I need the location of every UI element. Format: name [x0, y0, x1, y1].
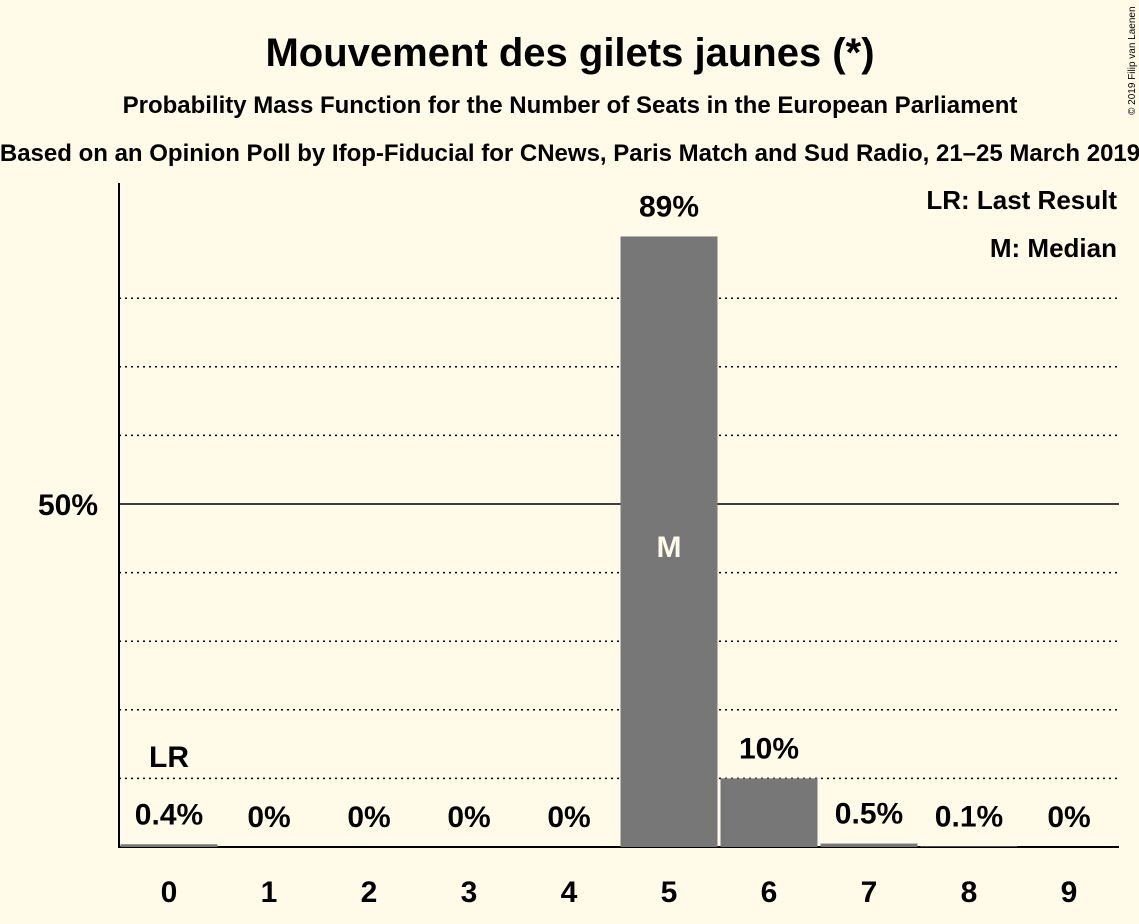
- value-label-6: 10%: [739, 732, 799, 765]
- chart-title: Mouvement des gilets jaunes (*): [265, 31, 874, 75]
- bar-8: [920, 846, 1018, 847]
- value-label-1: 0%: [247, 801, 290, 834]
- value-label-4: 0%: [547, 801, 590, 834]
- legend-last-result: LR: Last Result: [926, 185, 1117, 215]
- value-label-2: 0%: [347, 801, 390, 834]
- bar-0: [120, 844, 218, 847]
- chart-source: Based on an Opinion Poll by Ifop-Fiducia…: [0, 140, 1139, 167]
- median-marker: M: [657, 531, 682, 564]
- x-tick-label-6: 6: [761, 876, 778, 909]
- x-tick-label-1: 1: [261, 876, 278, 909]
- value-label-5: 89%: [639, 190, 699, 223]
- x-tick-label-8: 8: [961, 876, 978, 909]
- y-tick-label: 50%: [38, 489, 98, 522]
- bar-6: [720, 778, 818, 847]
- x-tick-label-7: 7: [861, 876, 878, 909]
- x-tick-label-3: 3: [461, 876, 478, 909]
- x-tick-label-4: 4: [561, 876, 578, 909]
- bar-5: [620, 236, 718, 847]
- x-tick-label-0: 0: [161, 876, 178, 909]
- value-label-9: 0%: [1047, 801, 1090, 834]
- chart-subtitle: Probability Mass Function for the Number…: [123, 92, 1018, 119]
- value-label-3: 0%: [447, 801, 490, 834]
- value-label-7: 0.5%: [835, 798, 903, 831]
- value-label-8: 0.1%: [935, 800, 1003, 833]
- copyright-notice: © 2019 Filip van Laenen: [1127, 6, 1138, 115]
- x-tick-label-5: 5: [661, 876, 678, 909]
- x-tick-label-9: 9: [1061, 876, 1078, 909]
- bar-7: [820, 843, 918, 847]
- legend-median: M: Median: [990, 233, 1117, 263]
- x-tick-label-2: 2: [361, 876, 378, 909]
- value-label-0: 0.4%: [135, 798, 203, 831]
- last-result-marker: LR: [149, 741, 189, 774]
